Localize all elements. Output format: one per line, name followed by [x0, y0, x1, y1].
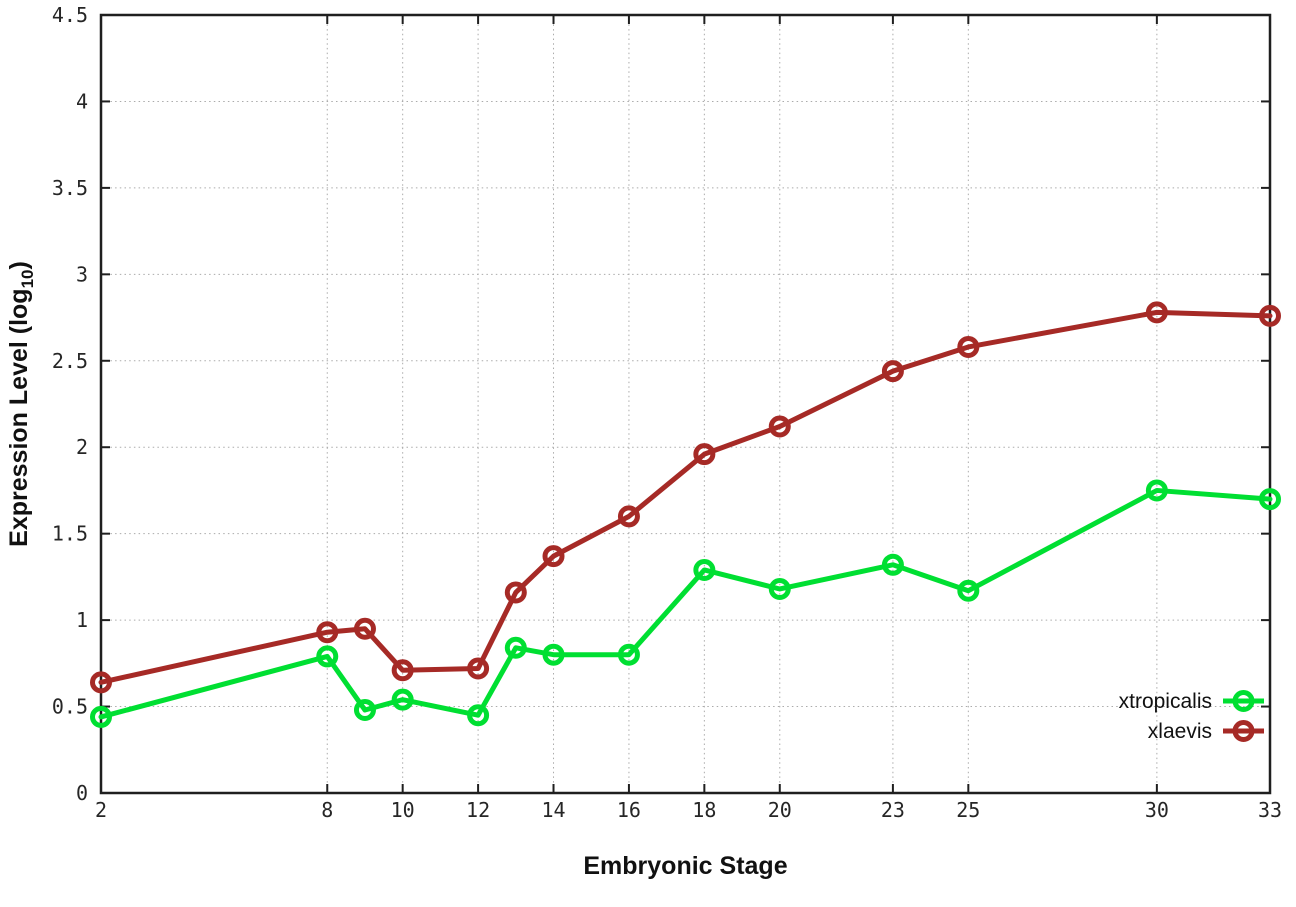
x-tick-label: 14	[541, 798, 565, 822]
x-tick-label: 33	[1258, 798, 1282, 822]
data-point-xlaevis	[504, 581, 527, 604]
data-point-xlaevis	[1259, 304, 1281, 327]
y-tick-label: 4	[76, 89, 88, 113]
y-tick-label: 2.5	[52, 349, 88, 373]
y-tick-label: 1.5	[52, 522, 88, 546]
data-point-xtropicalis	[768, 577, 791, 600]
legend: xtropicalis xlaevis	[1119, 690, 1264, 743]
data-point-xtropicalis	[504, 636, 527, 659]
data-point-xlaevis	[316, 621, 339, 644]
x-tick-label: 30	[1145, 798, 1169, 822]
legend-label-xlaevis: xlaevis	[1148, 720, 1212, 743]
data-point-xlaevis	[617, 505, 640, 528]
data-point-xlaevis	[90, 671, 112, 694]
legend-label-xtropicalis: xtropicalis	[1119, 690, 1212, 713]
x-tick-label: 8	[321, 798, 333, 822]
x-tick-label: 16	[617, 798, 641, 822]
data-point-xtropicalis	[90, 705, 112, 728]
data-point-xtropicalis	[467, 704, 490, 727]
y-tick-label: 1	[76, 608, 88, 632]
y-tick-label: 4.5	[52, 3, 88, 27]
y-tick-label: 0	[76, 781, 88, 805]
data-point-xlaevis	[881, 360, 904, 383]
data-point-xtropicalis	[391, 688, 414, 711]
data-point-xlaevis	[957, 335, 980, 358]
data-point-xtropicalis	[957, 579, 980, 602]
data-point-xlaevis	[693, 443, 716, 466]
data-point-xtropicalis	[542, 643, 565, 666]
legend-marker-sample	[1232, 690, 1255, 712]
data-point-xtropicalis	[881, 553, 904, 576]
y-tick-label: 2	[76, 435, 88, 459]
x-tick-label: 18	[692, 798, 716, 822]
y-tick-label: 3	[76, 262, 88, 286]
data-point-xlaevis	[391, 659, 414, 682]
data-point-xlaevis	[542, 545, 565, 568]
data-point-xtropicalis	[1145, 479, 1168, 502]
series-xtropicalis	[90, 479, 1281, 728]
data-point-xtropicalis	[353, 699, 376, 722]
x-tick-label: 23	[881, 798, 905, 822]
y-axis-label: Expression Level (log10)	[5, 261, 37, 547]
x-tick-label: 25	[956, 798, 980, 822]
data-point-xlaevis	[353, 617, 376, 640]
y-tick-label: 3.5	[52, 176, 88, 200]
series-xlaevis	[90, 301, 1281, 694]
x-tick-label: 2	[95, 798, 107, 822]
data-point-xtropicalis	[693, 558, 716, 581]
data-point-xtropicalis	[617, 643, 640, 666]
x-axis-label: Embryonic Stage	[583, 852, 787, 880]
x-tick-label: 12	[466, 798, 490, 822]
tick-labels: 2 8 10 12 14 16 18 20 23 25 30 33 0 0.5 1 1.5 2 2.5 3 3.5 4 4…	[52, 3, 1282, 822]
x-tick-label: 10	[391, 798, 415, 822]
x-tick-label: 20	[768, 798, 792, 822]
y-tick-label: 0.5	[52, 695, 88, 719]
data-point-xtropicalis	[316, 645, 339, 668]
plot-border	[99, 13, 1272, 795]
legend-marker-sample	[1232, 720, 1255, 742]
data-point-xlaevis	[1145, 301, 1168, 324]
data-point-xlaevis	[768, 415, 791, 438]
data-point-xtropicalis	[1259, 488, 1281, 511]
data-point-xlaevis	[467, 657, 490, 680]
